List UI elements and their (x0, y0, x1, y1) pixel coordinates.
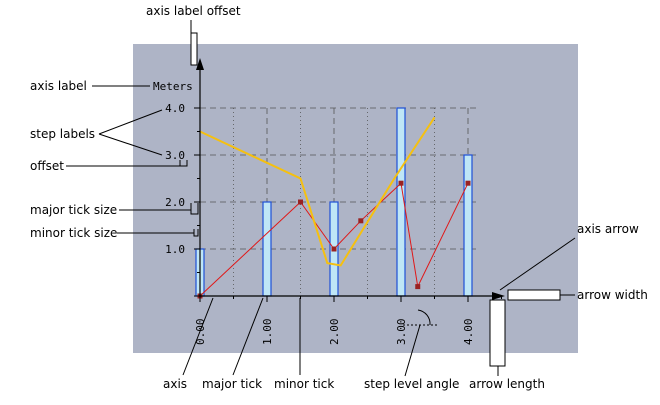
annotation-step-labels: step labels (30, 127, 95, 141)
leader-offset (66, 160, 188, 167)
y-tick-label-2: 3.0 (165, 149, 185, 162)
annotation-offset: offset (30, 159, 64, 173)
annotation-major-tick: major tick (202, 377, 262, 391)
y-tick-label-3: 4.0 (165, 102, 185, 115)
y-tick-label-1: 2.0 (165, 196, 185, 209)
annotation-minor-tick: minor tick (274, 377, 334, 391)
x-axis-arrow (492, 292, 505, 300)
annotation-axis-label-offset: axis label offset (146, 4, 241, 18)
leader-axis (182, 297, 214, 376)
y-axis-arrow (196, 58, 204, 70)
x-tick-label-4: 4.00 (462, 319, 475, 346)
offset-box-axis-label (190, 32, 198, 66)
leader-axis-arrow (499, 237, 576, 291)
leader-step-level-angle (404, 324, 421, 377)
bar-4 (463, 154, 473, 297)
annotation-step-level-angle: step level angle (364, 377, 459, 391)
series-point-red-1 (298, 199, 303, 205)
leader-step-labels-2 (98, 133, 163, 156)
y-tick-label-0: 1.0 (165, 243, 185, 256)
bar-1 (262, 201, 272, 297)
annotation-axis: axis (163, 377, 187, 391)
step-angle-arc (417, 309, 431, 326)
series-line-yellow (199, 116, 436, 267)
y-axis-label: Meters (153, 80, 193, 93)
line-layer (197, 116, 471, 299)
series-point-red-5 (415, 284, 421, 290)
annotation-axis-arrow: axis arrow (577, 222, 639, 236)
series-point-red-3 (358, 218, 364, 224)
arrow-length-box (489, 299, 506, 367)
leader-major-tick (232, 297, 264, 376)
annotation-arrow-width: arrow width (577, 288, 648, 302)
x-tick-label-3: 3.00 (395, 319, 408, 346)
axis-layer: 1.02.03.04.00.00 1.00 2.00 3.00 4.00 (165, 58, 505, 345)
annotation-major-tick-size: major tick size (30, 203, 117, 217)
x-tick-label-1: 1.00 (261, 319, 274, 346)
annotation-arrow-length: arrow length (469, 377, 545, 391)
leader-major-tick-size (119, 203, 199, 215)
annotation-axis-label: axis label (30, 79, 87, 93)
series-point-red-6 (465, 180, 471, 186)
series-point-red-2 (331, 246, 337, 252)
annotation-minor-tick-size: minor tick size (30, 226, 117, 240)
x-tick-label-2: 2.00 (328, 319, 341, 346)
leader-step-labels-1 (98, 109, 163, 135)
series-point-red-4 (398, 180, 404, 186)
leader-minor-tick-size (117, 229, 199, 237)
arrow-width-box (507, 289, 561, 301)
